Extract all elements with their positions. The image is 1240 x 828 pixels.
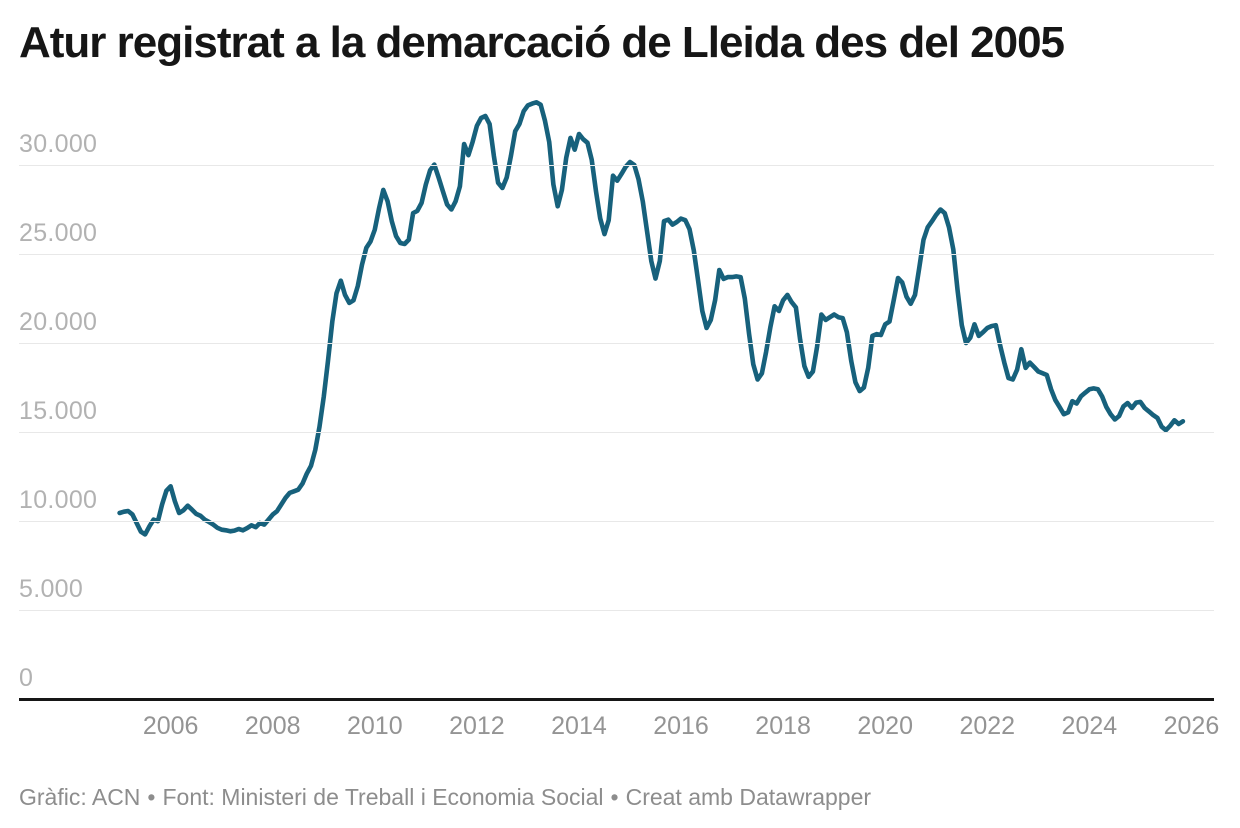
x-tick-label-2006: 2006	[142, 712, 199, 740]
gridline-25000	[19, 254, 1214, 255]
datawrapper-credit-link[interactable]: Creat amb Datawrapper	[625, 784, 872, 810]
x-tick-label-2016: 2016	[653, 712, 709, 740]
y-tick-label-30000: 30.000	[19, 130, 98, 158]
y-tick-label-0: 0	[19, 664, 34, 692]
x-tick-label-2020: 2020	[857, 712, 913, 740]
footer-credit: Gràfic: ACN	[19, 784, 141, 810]
gridline-5000	[19, 610, 1214, 611]
gridline-30000	[19, 165, 1214, 166]
x-tick-label-2022: 2022	[959, 712, 1016, 740]
y-tick-label-25000: 25.000	[19, 219, 98, 247]
chart-title: Atur registrat a la demarcació de Lleida…	[19, 18, 1065, 67]
x-tick-label-2026: 2026	[1163, 712, 1220, 740]
unemployment-line	[117, 100, 1186, 537]
footer-source: Font: Ministeri de Treball i Economia So…	[162, 784, 604, 810]
x-tick-label-2014: 2014	[551, 712, 607, 740]
y-tick-label-20000: 20.000	[19, 308, 98, 336]
y-tick-label-5000: 5.000	[19, 575, 84, 603]
x-axis-baseline	[19, 698, 1214, 701]
x-tick-label-2010: 2010	[346, 712, 403, 740]
footer-separator: •	[147, 784, 156, 810]
gridline-15000	[19, 432, 1214, 433]
x-tick-label-2024: 2024	[1061, 712, 1118, 740]
x-tick-label-2008: 2008	[244, 712, 301, 740]
gridline-10000	[19, 521, 1214, 522]
chart-footer: Gràfic: ACN • Font: Ministeri de Treball i…	[19, 783, 871, 811]
gridline-20000	[19, 343, 1214, 344]
x-tick-label-2012: 2012	[449, 712, 505, 740]
x-tick-label-2018: 2018	[755, 712, 811, 740]
y-tick-label-10000: 10.000	[19, 486, 98, 514]
y-tick-label-15000: 15.000	[19, 397, 98, 425]
footer-separator: •	[610, 784, 619, 810]
